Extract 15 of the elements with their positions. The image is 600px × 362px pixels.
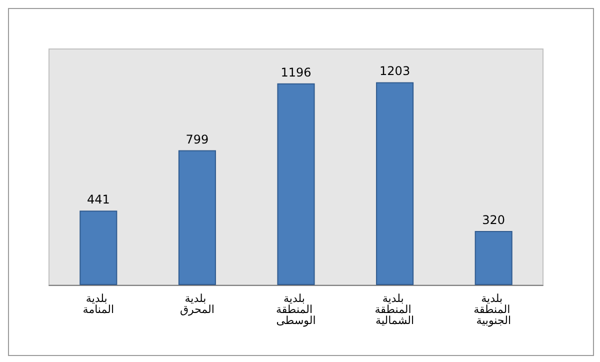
data-label: 799: [186, 132, 209, 146]
data-label: 1196: [280, 65, 312, 80]
data-label: 320: [482, 213, 506, 228]
data-label: 441: [86, 192, 110, 207]
bar: [178, 150, 216, 285]
x-tick-label: بلدية المنطقة الوسطى: [276, 292, 316, 327]
data-label: 1203: [380, 64, 410, 78]
x-tick-label: بلدية المنامة: [82, 292, 114, 316]
bar: [474, 231, 512, 285]
x-tick-label: بلدية المحرق: [180, 292, 214, 316]
bar: [80, 210, 118, 285]
x-tick-label: بلدية المنطقة الجنوبية: [474, 292, 514, 327]
bar: [376, 82, 414, 285]
x-tick-label: بلدية المنطقة الشمالية: [374, 292, 415, 327]
bar: [277, 83, 315, 285]
